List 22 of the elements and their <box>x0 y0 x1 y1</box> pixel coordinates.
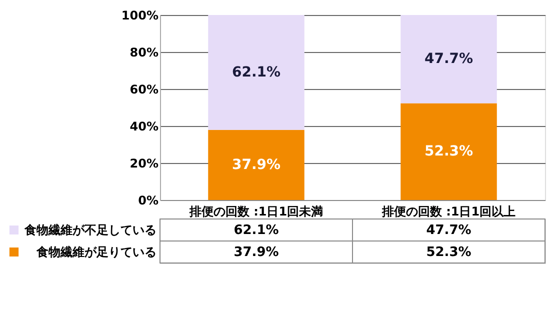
data-label: 37.9% <box>234 245 279 260</box>
y-tick-label: 20% <box>130 156 158 170</box>
text: 62.1% <box>232 64 281 80</box>
legend-label: 食物繊維が足りている <box>36 245 156 259</box>
legend-label: 食物繊維が不足している <box>24 223 156 237</box>
text: 47.7% <box>424 51 474 68</box>
text: 52.3% <box>424 144 474 160</box>
y-tick-label: 100% <box>121 8 158 22</box>
y-tick-label: 40% <box>130 120 158 134</box>
x-tick-label: 排便の回数 :1日1回未満 <box>188 204 324 218</box>
bar <box>400 103 497 200</box>
bar <box>208 130 304 200</box>
y-tick-label: 0% <box>138 194 158 208</box>
text: 37.9% <box>232 156 281 173</box>
bar <box>208 15 304 130</box>
data-label: 62.1% <box>234 223 279 238</box>
y-tick-label: 60% <box>130 82 158 96</box>
y-tick-label: 80% <box>130 46 158 60</box>
data-label: 52.3% <box>426 245 472 260</box>
data-label: 47.7% <box>426 223 472 238</box>
x-tick-label: 排便の回数 :1日1回以上 <box>380 204 516 218</box>
bar <box>400 15 497 104</box>
